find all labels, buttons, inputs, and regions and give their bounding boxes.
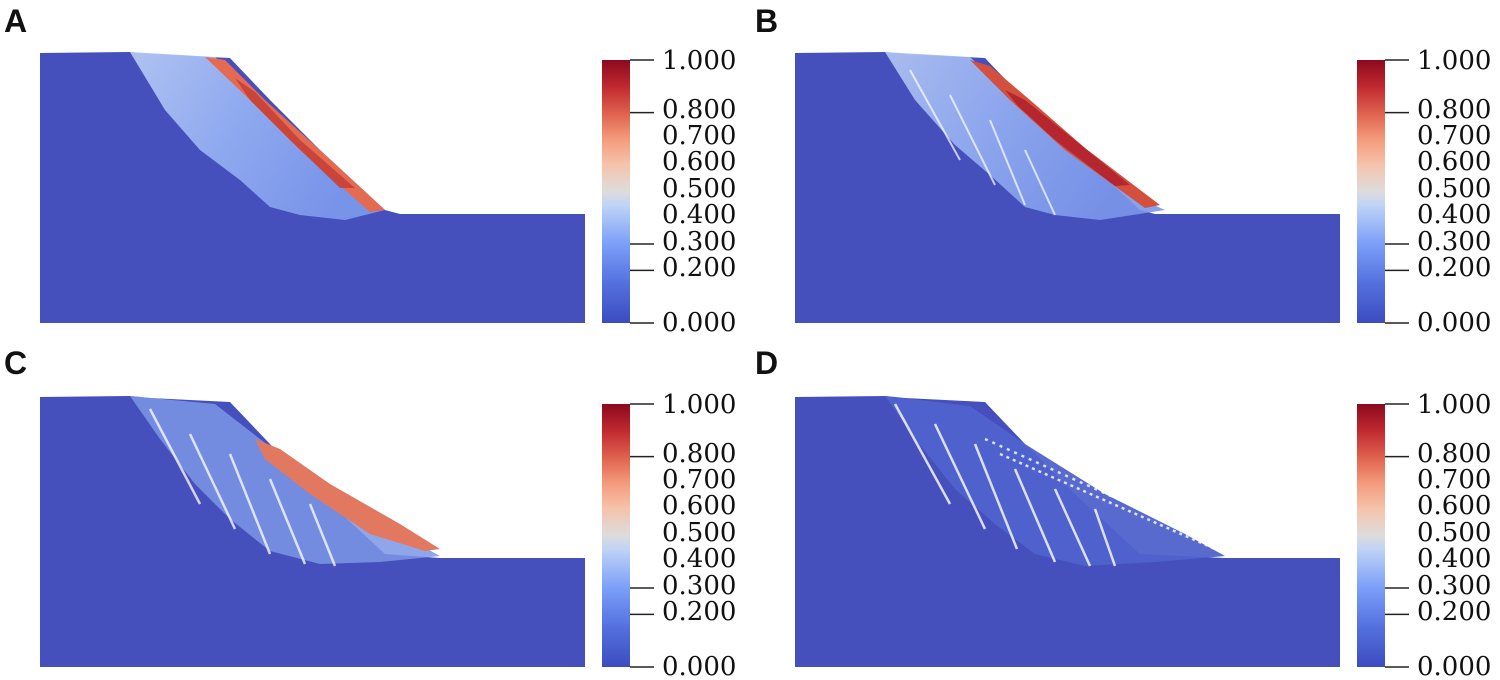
- tick-label: 0.300: [662, 227, 736, 257]
- colorbar-gradient: [602, 404, 630, 667]
- tick-label: 0.500: [1417, 518, 1491, 548]
- colorbar-labels: 1.000 0.800 0.700 0.600 0.500 0.400 0.30…: [662, 46, 736, 338]
- tick-label: 0.300: [1417, 571, 1491, 601]
- tick-label: 0.700: [1417, 465, 1491, 495]
- high-value-core: [1005, 90, 1130, 186]
- fracture-lines: [893, 403, 1216, 567]
- tick-label: 0.700: [1417, 121, 1491, 151]
- tick-label: 0.800: [662, 439, 736, 469]
- colorbar-gradient: [1357, 60, 1385, 323]
- tick-label: 1.000: [1417, 390, 1491, 420]
- tick-label: 0.400: [1417, 544, 1491, 574]
- tick-label: 0.000: [662, 652, 736, 680]
- colorbar-ticks: [630, 403, 654, 668]
- panel-d: D 1.: [755, 345, 1491, 680]
- slope-model: [795, 396, 1340, 667]
- slope-model: [795, 52, 1340, 323]
- panel-label: C: [4, 345, 27, 381]
- tick-label: 0.800: [1417, 95, 1491, 125]
- tick-label: 0.600: [1417, 147, 1491, 177]
- tick-label: 0.000: [1417, 308, 1491, 338]
- colorbar-labels: 1.000 0.800 0.700 0.600 0.500 0.400 0.30…: [1417, 46, 1491, 338]
- sliding-mass: [130, 52, 385, 220]
- panel-label: D: [755, 345, 778, 381]
- colorbar-gradient: [1357, 404, 1385, 667]
- colorbar: 1.000 0.800 0.700 0.600 0.500 0.400 0.30…: [602, 46, 736, 338]
- tick-label: 0.700: [662, 465, 736, 495]
- slope-model: [40, 52, 585, 323]
- tick-label: 0.600: [1417, 491, 1491, 521]
- panel-c: C 1.000 0.800: [4, 345, 736, 680]
- colorbar-ticks: [1385, 59, 1409, 324]
- colorbar-gradient: [602, 60, 630, 323]
- tick-label: 0.200: [1417, 597, 1491, 627]
- tick-label: 1.000: [662, 46, 736, 76]
- colorbar-ticks: [630, 59, 654, 324]
- sliding-mass: [885, 52, 1165, 220]
- tick-label: 1.000: [662, 390, 736, 420]
- tick-label: 0.200: [1417, 253, 1491, 283]
- tick-label: 0.700: [662, 121, 736, 151]
- high-value-band: [255, 439, 440, 551]
- tick-label: 0.300: [1417, 227, 1491, 257]
- tick-label: 0.000: [662, 308, 736, 338]
- colorbar: 1.000 0.800 0.700 0.600 0.500 0.400 0.30…: [602, 390, 736, 680]
- panel-a: A 1.000 0.800 0.700 0.600 0.500 0.40: [4, 3, 736, 338]
- tick-label: 0.500: [662, 518, 736, 548]
- high-value-core: [235, 78, 355, 188]
- tick-label: 0.200: [662, 253, 736, 283]
- colorbar: 1.000 0.800 0.700 0.600 0.500 0.400 0.30…: [1357, 390, 1491, 680]
- tick-label: 0.500: [662, 174, 736, 204]
- sliding-mass: [885, 396, 1225, 566]
- tick-label: 0.600: [662, 491, 736, 521]
- tick-label: 0.400: [662, 544, 736, 574]
- tick-label: 0.800: [662, 95, 736, 125]
- fracture-lines: [148, 408, 337, 567]
- fracture-lines: [909, 69, 1056, 216]
- tick-label: 0.400: [1417, 200, 1491, 230]
- panel-b: B 1.000 0.800: [755, 3, 1491, 338]
- tick-label: 0.800: [1417, 439, 1491, 469]
- tick-label: 1.000: [1417, 46, 1491, 76]
- tick-label: 0.200: [662, 597, 736, 627]
- colorbar-labels: 1.000 0.800 0.700 0.600 0.500 0.400 0.30…: [1417, 390, 1491, 680]
- tick-label: 0.400: [662, 200, 736, 230]
- panel-label: B: [755, 3, 778, 39]
- colorbar: 1.000 0.800 0.700 0.600 0.500 0.400 0.30…: [1357, 46, 1491, 338]
- colorbar-labels: 1.000 0.800 0.700 0.600 0.500 0.400 0.30…: [662, 390, 736, 680]
- panel-label: A: [4, 3, 27, 39]
- colorbar-ticks: [1385, 403, 1409, 668]
- tick-label: 0.300: [662, 571, 736, 601]
- tick-label: 0.500: [1417, 174, 1491, 204]
- slope-model: [40, 396, 585, 667]
- tick-label: 0.600: [662, 147, 736, 177]
- tick-label: 0.000: [1417, 652, 1491, 680]
